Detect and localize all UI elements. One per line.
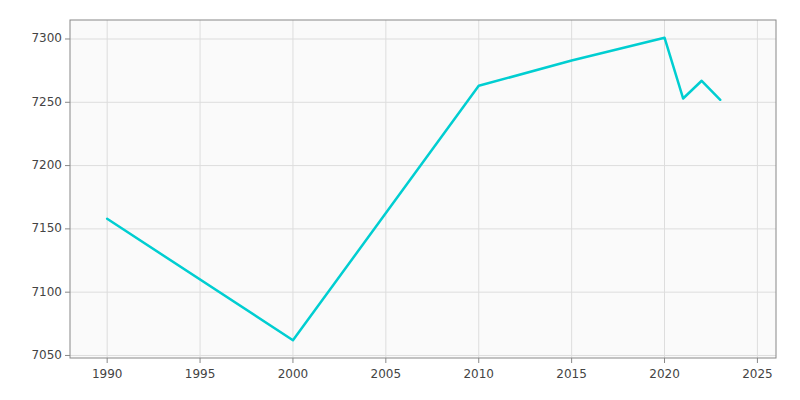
tick-label: 7200 <box>31 158 62 172</box>
tick-label: 7100 <box>31 285 62 299</box>
tick-mark <box>200 358 201 363</box>
axes: 7050 7100 7150 7200 7250 7300 1990 1995 2000 2005… <box>31 31 772 381</box>
grid-line <box>571 20 572 358</box>
grid <box>70 20 776 358</box>
tick-mark <box>65 355 70 356</box>
tick-mark <box>107 358 108 363</box>
tick-mark <box>65 38 70 39</box>
grid-line <box>107 20 108 358</box>
chart-container: 7050 7100 7150 7200 7250 7300 1990 1995 2000 2005… <box>0 0 800 400</box>
tick-label: 1990 <box>92 367 123 381</box>
tick-label: 2020 <box>649 367 680 381</box>
grid-line <box>70 292 776 293</box>
tick-label: 7250 <box>31 95 62 109</box>
grid-line <box>70 165 776 166</box>
tick-label: 2010 <box>463 367 494 381</box>
grid-line <box>292 20 293 358</box>
tick-mark <box>65 292 70 293</box>
grid-line <box>70 102 776 103</box>
tick-mark <box>664 358 665 363</box>
tick-label: 2005 <box>371 367 402 381</box>
tick-label: 1995 <box>185 367 216 381</box>
tick-mark <box>65 165 70 166</box>
tick-mark <box>571 358 572 363</box>
tick-mark <box>478 358 479 363</box>
tick-label: 7050 <box>31 348 62 362</box>
tick-label: 2025 <box>742 367 773 381</box>
tick-mark <box>65 228 70 229</box>
grid-line <box>385 20 386 358</box>
tick-mark <box>65 102 70 103</box>
grid-line <box>664 20 665 358</box>
tick-label: 7300 <box>31 31 62 45</box>
grid-line <box>70 38 776 39</box>
tick-label: 7150 <box>31 221 62 235</box>
grid-line <box>757 20 758 358</box>
tick-label: 2015 <box>556 367 587 381</box>
line <box>107 38 720 341</box>
plot-area <box>70 20 776 358</box>
grid-line <box>70 355 776 356</box>
chart: 7050 7100 7150 7200 7250 7300 1990 1995 2000 2005… <box>0 0 800 400</box>
grid-line <box>70 228 776 229</box>
grid-line <box>478 20 479 358</box>
page: {"chart_data": {"type": "line", "x": [19… <box>0 0 800 400</box>
tick-mark <box>292 358 293 363</box>
tick-label: 2000 <box>278 367 309 381</box>
data-layer <box>107 38 720 341</box>
tick-mark <box>757 358 758 363</box>
plot-frame <box>70 20 776 358</box>
tick-mark <box>385 358 386 363</box>
grid-line <box>200 20 201 358</box>
